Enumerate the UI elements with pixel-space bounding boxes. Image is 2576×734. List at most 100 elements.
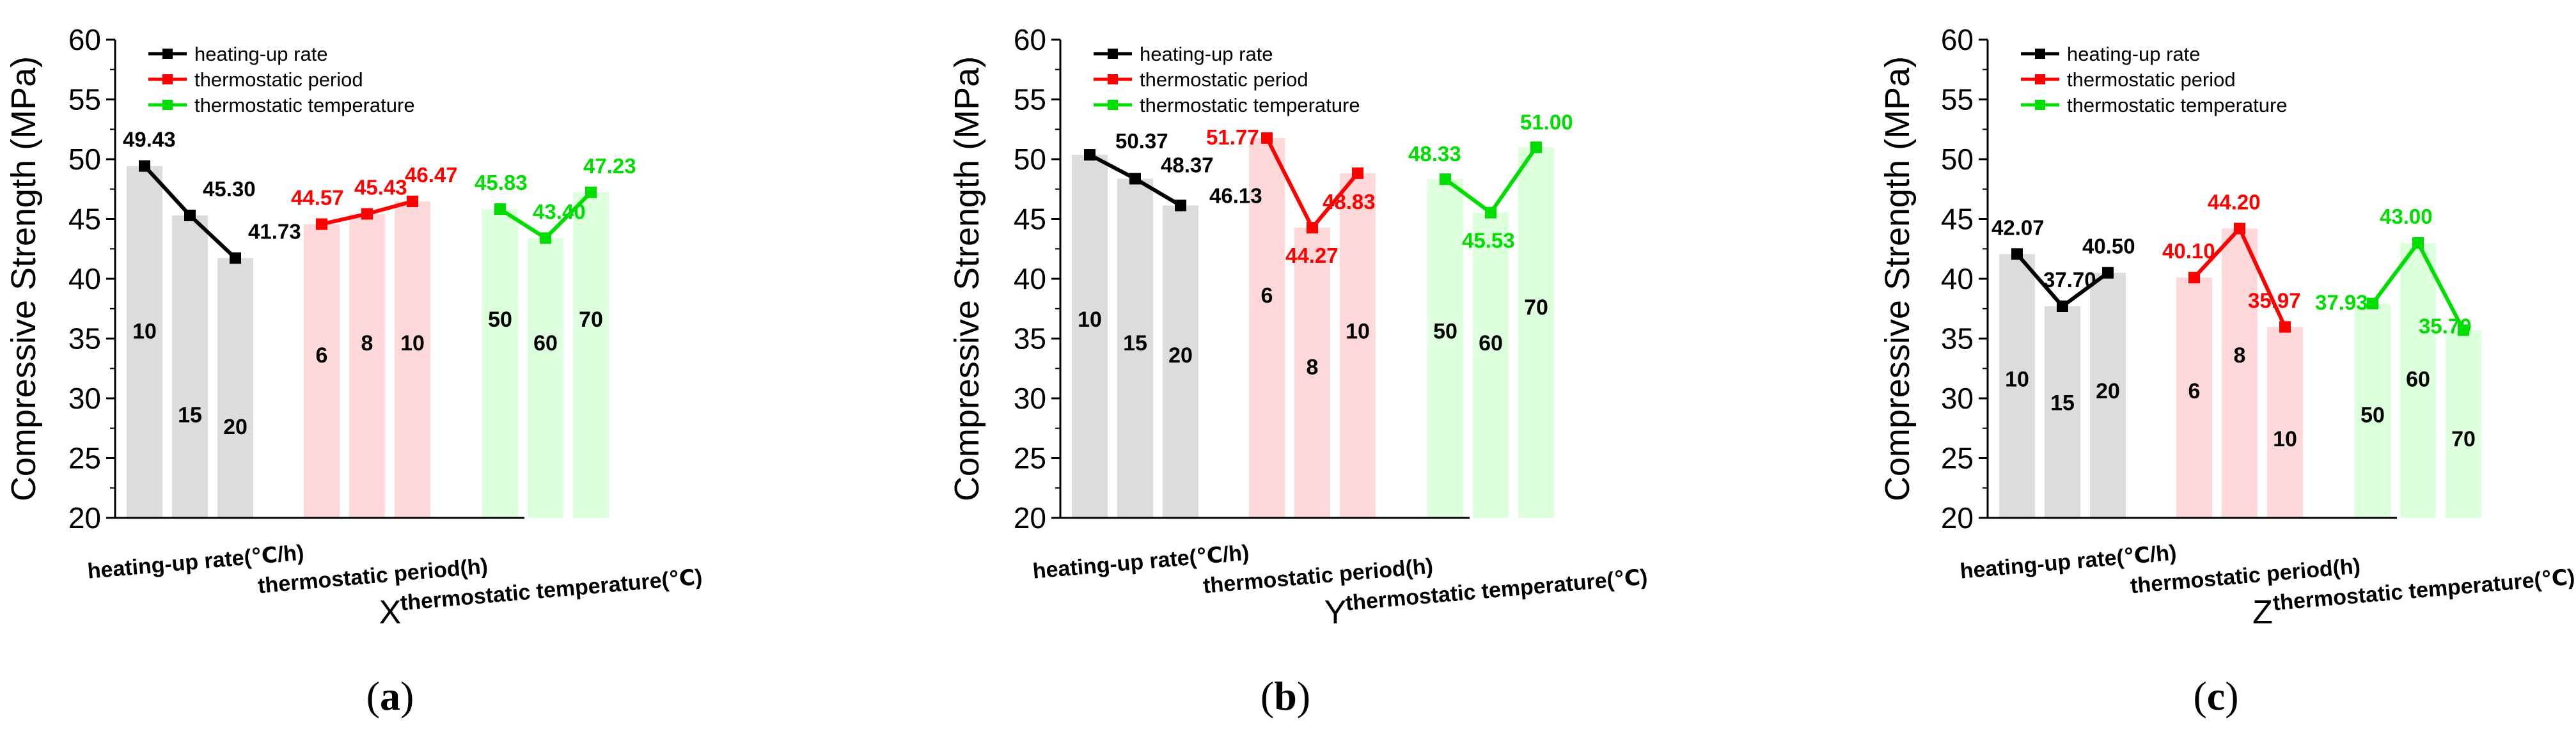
legend-marker-temperature (2035, 100, 2045, 110)
bar-level-label: 8 (361, 331, 373, 355)
marker-temperature-60 (1485, 207, 1496, 219)
bar-temperature-50 (482, 208, 518, 518)
bar-level-label: 6 (316, 343, 328, 368)
y-tick-label: 40 (1014, 262, 1046, 295)
panel-name: Y (1324, 594, 1347, 631)
bar-level-label: 50 (2360, 403, 2385, 427)
legend-marker-heating (162, 49, 173, 59)
marker-period-10 (407, 196, 418, 208)
data-label-heating: 50.37 (1115, 129, 1168, 153)
bar-level-label: 15 (2050, 391, 2075, 416)
y-tick-label: 50 (1941, 143, 1974, 176)
chart-panel-y: 10 15 20 6 8 10 50 60 70 20 25 30 35 40 45 50 55 60 Compre… (948, 23, 1649, 719)
bar-temperature-60 (2400, 242, 2436, 518)
bar-temperature-70 (2446, 330, 2481, 518)
caption-paren: ( (1261, 673, 1274, 719)
data-label-temperature: 47.23 (583, 154, 636, 178)
legend-marker-period (1108, 74, 1118, 84)
data-label-heating: 48.37 (1161, 153, 1214, 176)
data-label-temperature: 51.00 (1520, 110, 1573, 134)
y-tick-label: 55 (1014, 83, 1046, 116)
data-label-temperature: 45.83 (475, 171, 528, 194)
marker-period-8 (361, 208, 373, 220)
data-label-heating: 41.73 (248, 220, 301, 244)
y-tick-label: 50 (68, 143, 101, 176)
bar-temperature-50 (1427, 179, 1463, 518)
marker-heating-15 (1129, 173, 1141, 185)
y-tick-label: 25 (1014, 442, 1046, 475)
marker-temperature-70 (585, 186, 597, 198)
marker-heating-10 (2011, 248, 2023, 260)
legend-label-heating: heating-up rate (1140, 43, 1273, 65)
data-label-temperature: 37.93 (2315, 291, 2368, 315)
y-tick-label: 30 (68, 382, 101, 415)
legend-label-period: thermostatic period (2067, 68, 2236, 91)
bar-period-10 (1340, 173, 1376, 518)
caption-paren: ) (2225, 673, 2238, 719)
marker-period-6 (2188, 272, 2200, 284)
data-label-period: 51.77 (1206, 125, 1259, 149)
bar-level-label: 60 (1479, 331, 1503, 355)
bar-level-label: 60 (2406, 367, 2430, 391)
data-label-period: 44.57 (291, 186, 344, 210)
data-label-temperature: 43.40 (533, 199, 586, 223)
panel-name: Z (2252, 594, 2273, 631)
y-tick-label: 55 (1941, 83, 1974, 116)
legend-label-temperature: thermostatic temperature (1140, 94, 1360, 116)
marker-period-6 (316, 218, 327, 230)
y-tick-label: 45 (68, 203, 101, 236)
y-tick-label: 35 (1941, 322, 1974, 355)
marker-temperature-60 (540, 232, 551, 244)
bar-temperature-70 (573, 192, 609, 518)
marker-heating-15 (184, 209, 196, 221)
data-label-temperature: 43.00 (2380, 205, 2433, 228)
marker-heating-10 (139, 160, 150, 172)
bar-period-6 (1249, 137, 1285, 518)
legend-marker-heating (1108, 49, 1118, 59)
legend-marker-period (2035, 74, 2045, 84)
bar-level-label: 6 (2188, 379, 2201, 403)
bar-heating-10 (1072, 155, 1108, 518)
y-tick-label: 35 (1014, 322, 1046, 355)
caption-paren: ) (400, 673, 414, 719)
bar-heating-10 (127, 166, 162, 518)
marker-heating-20 (230, 252, 241, 264)
data-label-heating: 40.50 (2082, 235, 2135, 258)
legend-marker-temperature (162, 100, 173, 110)
bar-level-label: 20 (1168, 343, 1193, 368)
y-tick-label: 45 (1941, 203, 1974, 236)
y-tick-label: 25 (1941, 442, 1974, 475)
bar-level-label: 70 (2451, 427, 2476, 451)
marker-temperature-50 (2367, 297, 2378, 309)
bar-heating-15 (2045, 306, 2080, 518)
data-label-temperature: 45.53 (1462, 229, 1515, 253)
y-tick-label: 40 (68, 262, 101, 295)
legend-label-temperature: thermostatic temperature (2067, 94, 2288, 116)
y-axis-title: Compressive Strength (MPa) (4, 56, 43, 501)
data-label-period: 40.10 (2162, 239, 2215, 263)
data-label-period: 46.47 (405, 163, 458, 187)
caption-letter: c (2207, 673, 2225, 719)
marker-heating-20 (2102, 267, 2114, 279)
bar-level-label: 10 (2273, 427, 2297, 451)
marker-heating-15 (2057, 301, 2068, 313)
bar-level-label: 50 (488, 308, 512, 332)
marker-temperature-50 (494, 203, 506, 215)
y-axis-title: Compressive Strength (MPa) (1878, 56, 1917, 501)
marker-period-10 (2279, 321, 2291, 333)
bar-period-6 (2176, 277, 2212, 518)
legend-label-period: thermostatic period (194, 68, 363, 91)
bar-heating-15 (1117, 178, 1153, 519)
y-tick-label: 60 (1941, 23, 1974, 56)
bar-heating-20 (217, 258, 253, 518)
panel-name: X (379, 594, 402, 631)
y-tick-label: 60 (1014, 23, 1046, 56)
chart-panel-x: 10 15 20 6 8 10 50 60 70 20 25 30 35 40 45 50 55 60 Compre… (4, 23, 703, 719)
marker-temperature-70 (1530, 141, 1542, 153)
data-label-heating: 42.07 (1991, 215, 2045, 239)
bar-period-10 (2267, 327, 2303, 518)
caption-paren: ) (1297, 673, 1310, 719)
bar-period-8 (2222, 228, 2258, 518)
bar-level-label: 20 (223, 415, 247, 439)
bar-period-10 (395, 201, 430, 518)
